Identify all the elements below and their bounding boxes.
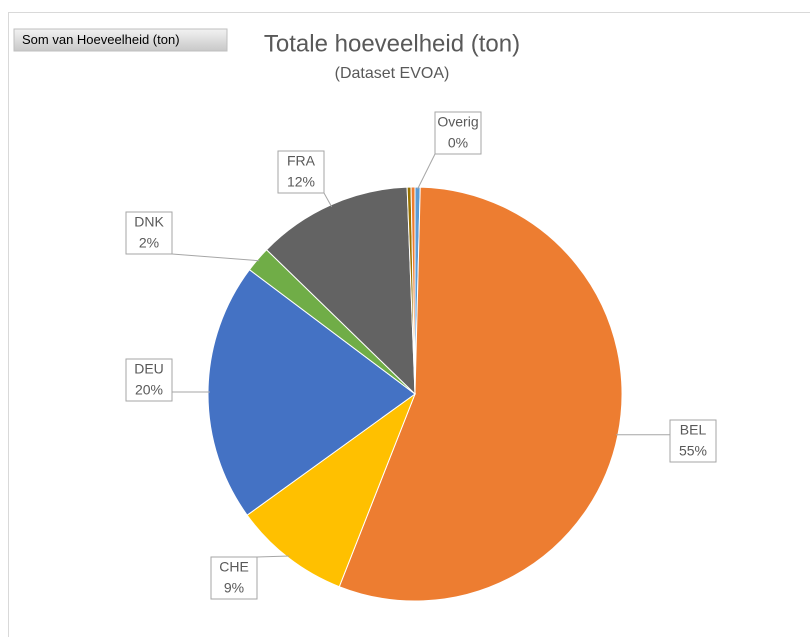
field-button[interactable]: [13, 28, 228, 52]
data-label-box: [125, 358, 173, 402]
leader-line: [417, 153, 436, 190]
data-label-category: DEU: [134, 361, 164, 377]
data-label-value: 0%: [448, 135, 468, 151]
data-label-value: 12%: [287, 174, 315, 190]
data-label-category: BEL: [680, 422, 707, 438]
chart-subtitle: (Dataset EVOA): [335, 65, 450, 82]
leader-line: [323, 192, 333, 207]
data-label-value: 20%: [135, 382, 163, 398]
pie-slice: [246, 392, 417, 588]
pie-slice: [410, 186, 416, 395]
data-label-box: [277, 150, 325, 194]
leader-line: [171, 253, 260, 262]
data-label-box: [125, 211, 173, 255]
data-label-box: [210, 556, 258, 600]
data-label-value: 2%: [139, 235, 159, 251]
data-label-category: FRA: [287, 153, 316, 169]
data-label-box: [434, 111, 482, 155]
data-label-category: Overig: [437, 114, 478, 130]
field-button-label: Som van Hoeveelheid (ton): [22, 32, 180, 47]
data-label-value: 9%: [224, 580, 244, 596]
data-label-box: [669, 419, 717, 463]
data-label-category: CHE: [219, 559, 249, 575]
leader-line: [256, 555, 290, 558]
chart-title: Totale hoeveelheid (ton): [264, 30, 520, 57]
data-label-value: 55%: [679, 443, 707, 459]
data-label-category: DNK: [134, 214, 164, 230]
